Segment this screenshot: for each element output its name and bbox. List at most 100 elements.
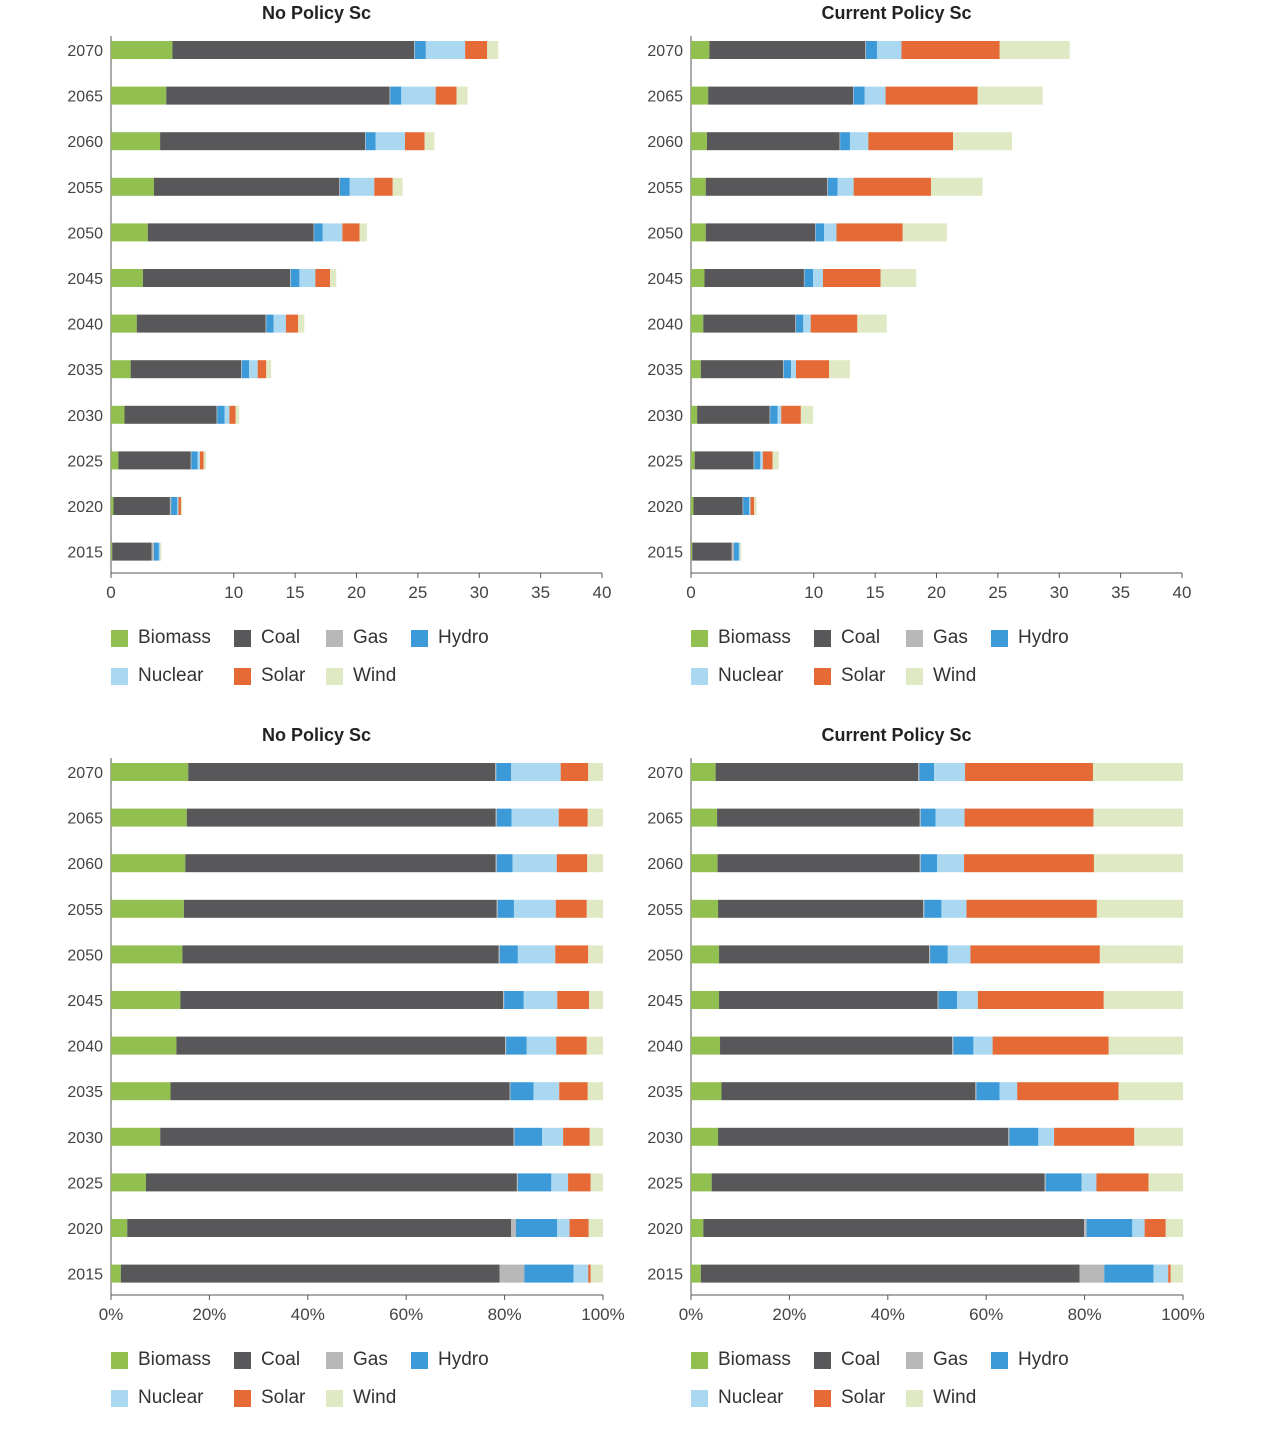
x-tick-label: 0 bbox=[686, 583, 695, 602]
bar-segment-solar bbox=[836, 223, 903, 242]
bar-segment-coal bbox=[170, 1082, 510, 1101]
bar-segment-coal bbox=[715, 763, 919, 781]
bar-segment-gas bbox=[853, 86, 854, 105]
bar-segment-gas bbox=[827, 177, 828, 196]
x-tick-label: 40 bbox=[1173, 583, 1192, 602]
bar-segment-hydro bbox=[314, 223, 323, 242]
bar-segment-hydro bbox=[504, 991, 524, 1009]
legend-item-biomass: Biomass bbox=[111, 1349, 211, 1371]
bar-segment-solar bbox=[555, 899, 587, 918]
bar-segment-gas bbox=[498, 945, 500, 964]
legend-item-hydro: Hydro bbox=[411, 1349, 489, 1371]
bar-segment-solar bbox=[559, 1082, 588, 1101]
legend-swatch bbox=[111, 1389, 128, 1407]
bar-segment-biomass bbox=[111, 854, 186, 873]
bar-segment-nuclear bbox=[937, 854, 965, 873]
bar-segment-nuclear bbox=[749, 497, 751, 515]
bar-segment-coal bbox=[145, 1173, 517, 1192]
bar-segment-wind bbox=[1108, 1036, 1183, 1055]
bar-segment-hydro bbox=[827, 177, 838, 196]
bar-segment-biomass bbox=[691, 223, 706, 242]
bar-segment-wind bbox=[1118, 1082, 1183, 1101]
bar-segment-gas bbox=[918, 763, 920, 781]
bar-segment-wind bbox=[1148, 1173, 1183, 1192]
chart-title: Current Policy Sc bbox=[821, 3, 972, 23]
bar-segment-wind bbox=[586, 1036, 603, 1055]
bar-segment-gas bbox=[731, 542, 734, 561]
bar-segment-solar bbox=[557, 991, 590, 1009]
legend-item-nuclear: Nuclear bbox=[111, 1387, 203, 1409]
bar-segment-biomass bbox=[111, 360, 131, 379]
bar-segment-hydro bbox=[496, 854, 513, 873]
bar-segment-coal bbox=[160, 1127, 514, 1146]
y-tick-label: 2015 bbox=[67, 545, 103, 562]
bar-segment-gas bbox=[414, 41, 415, 59]
bar-segment-coal bbox=[718, 899, 924, 918]
bar-segment-hydro bbox=[514, 1127, 542, 1146]
bar-segment-coal bbox=[720, 1036, 953, 1055]
bar-segment-biomass bbox=[691, 991, 720, 1009]
bar-segment-nuclear bbox=[299, 269, 316, 287]
bar-segment-gas bbox=[495, 808, 497, 827]
bar-segment-solar bbox=[970, 945, 1100, 964]
bar-segment-nuclear bbox=[824, 223, 837, 242]
bar-segment-hydro bbox=[1104, 1264, 1154, 1283]
bar-segment-wind bbox=[1099, 945, 1183, 964]
legend-label: Biomass bbox=[718, 1349, 791, 1370]
bar-segment-hydro bbox=[217, 405, 225, 424]
legend-swatch bbox=[111, 1351, 128, 1369]
legend-item-nuclear: Nuclear bbox=[691, 1387, 783, 1409]
x-tick-label: 0 bbox=[106, 583, 115, 602]
bar-segment-gas bbox=[241, 360, 242, 379]
bar-segment-gas bbox=[516, 1173, 518, 1192]
bar-segment-wind bbox=[160, 542, 162, 561]
legend-label: Coal bbox=[841, 1349, 881, 1370]
legend-item-coal: Coal bbox=[814, 1349, 880, 1371]
bar-segment-coal bbox=[183, 899, 497, 918]
chart-svg: 0% 20% 40% 60% 80% 100% 2070 2065 2060 2055 2050 20… bbox=[67, 758, 625, 1324]
bar-segment-nuclear bbox=[273, 314, 286, 333]
bar-segment-hydro bbox=[938, 991, 958, 1009]
bar-segment-nuclear bbox=[197, 451, 200, 470]
bar-segment-biomass bbox=[691, 177, 706, 196]
bar-segment-hydro bbox=[241, 360, 250, 379]
legend-swatch bbox=[326, 667, 343, 685]
bar-segment-solar bbox=[1096, 1173, 1149, 1192]
bar-segment-hydro bbox=[1009, 1127, 1039, 1146]
bar-segment-hydro bbox=[515, 1219, 558, 1237]
y-tick-label: 2065 bbox=[647, 89, 683, 106]
bar-segment-hydro bbox=[733, 542, 739, 561]
legend-label: Gas bbox=[353, 627, 388, 648]
bar-segment-coal bbox=[711, 1173, 1045, 1192]
legend-label: Wind bbox=[353, 665, 397, 686]
bar-segment-coal bbox=[704, 269, 804, 287]
bar-segment-coal bbox=[718, 1127, 1009, 1146]
bar-segment-wind bbox=[330, 269, 337, 287]
legend-item-wind: Wind bbox=[326, 1387, 396, 1409]
bar-segment-nuclear bbox=[947, 945, 971, 964]
bar-segment-solar bbox=[1017, 1082, 1119, 1101]
chart-panel-current-policy-absolute: Current Policy Sc 0 10 15 20 25 30 35 40 2070 206… bbox=[580, 0, 1213, 712]
bar-segment-biomass bbox=[691, 1264, 701, 1283]
bar-segment-wind bbox=[930, 177, 983, 196]
bar-segment-wind bbox=[235, 405, 240, 424]
chart-svg: 0% 20% 40% 60% 80% 100% 2070 2065 2060 2055 2050 20… bbox=[647, 758, 1205, 1324]
y-tick-label: 2065 bbox=[67, 811, 103, 828]
bar-segment-nuclear bbox=[551, 1173, 569, 1192]
bar-segment-gas bbox=[929, 945, 931, 964]
bar-segment-wind bbox=[902, 223, 947, 242]
y-tick-label: 2035 bbox=[647, 362, 683, 379]
bar-segment-coal bbox=[703, 314, 796, 333]
bar-segment-coal bbox=[697, 405, 770, 424]
bar-segment-wind bbox=[1134, 1127, 1183, 1146]
bar-segment-nuclear bbox=[517, 945, 556, 964]
bar-segment-wind bbox=[590, 1173, 603, 1192]
x-tick-label: 100% bbox=[581, 1305, 624, 1324]
y-tick-label: 2050 bbox=[67, 947, 103, 964]
y-tick-label: 2025 bbox=[67, 453, 103, 470]
y-tick-label: 2045 bbox=[67, 993, 103, 1010]
bar-segment-biomass bbox=[691, 945, 720, 964]
y-tick-label: 2060 bbox=[67, 856, 103, 873]
bar-segment-coal bbox=[693, 497, 743, 515]
y-tick-label: 2025 bbox=[647, 453, 683, 470]
